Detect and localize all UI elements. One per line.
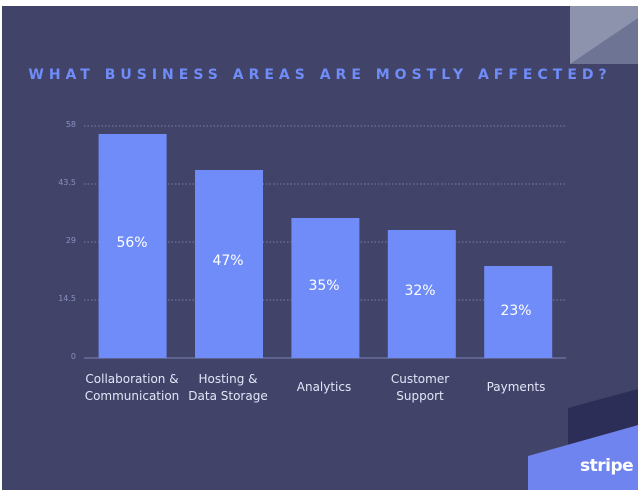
bar-chart bbox=[84, 6, 638, 490]
bar-value-label: 23% bbox=[500, 303, 532, 319]
chart-slide: WHAT BUSINESS AREAS ARE MOSTLY AFFECTED?… bbox=[2, 6, 638, 490]
bar bbox=[98, 134, 167, 358]
bar bbox=[291, 218, 360, 358]
y-tick-label: 14.5 bbox=[58, 294, 76, 303]
bar-value-label: 56% bbox=[116, 235, 148, 251]
chart-title: WHAT BUSINESS AREAS ARE MOSTLY AFFECTED? bbox=[28, 67, 612, 83]
bar bbox=[387, 230, 456, 358]
x-category-label: Hosting & Data Storage bbox=[188, 372, 268, 403]
corner-decoration bbox=[528, 425, 638, 490]
corner-decoration bbox=[570, 6, 638, 64]
y-tick-label: 43.5 bbox=[58, 178, 76, 187]
y-tick-label: 0 bbox=[70, 352, 76, 361]
y-tick-label: 29 bbox=[65, 236, 76, 245]
x-category-label: Analytics bbox=[296, 380, 352, 394]
bar-value-label: 35% bbox=[308, 278, 340, 294]
x-category-label: Collaboration & Communication bbox=[84, 372, 180, 403]
bar-value-label: 32% bbox=[404, 283, 436, 299]
bar bbox=[195, 170, 263, 358]
bar-value-label: 47% bbox=[212, 253, 244, 269]
y-tick-label: 58 bbox=[65, 120, 76, 129]
x-category-label: Customer Support bbox=[390, 372, 450, 403]
stripe-logo: stripe bbox=[580, 456, 634, 476]
x-category-label: Payments bbox=[486, 380, 546, 394]
bar bbox=[484, 266, 553, 358]
